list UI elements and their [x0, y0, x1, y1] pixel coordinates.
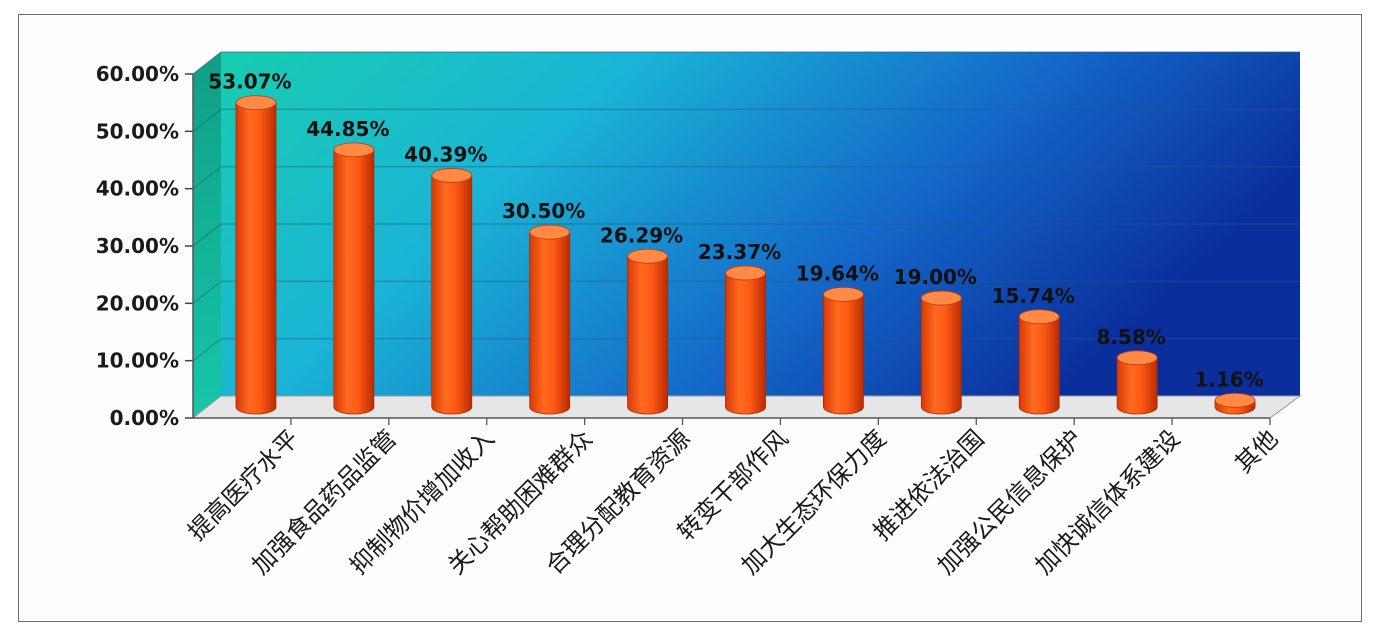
bar-top — [920, 290, 962, 306]
bar-top — [725, 265, 766, 281]
bar — [725, 272, 766, 415]
bar — [431, 175, 473, 415]
data-label: 53.07% — [208, 70, 291, 94]
data-label: 23.37% — [698, 240, 781, 264]
gridline-side — [192, 51, 222, 75]
bar-top — [627, 248, 668, 264]
data-label: 8.58% — [1096, 325, 1165, 349]
bar-top — [235, 95, 277, 111]
y-tick-label: 30.00% — [96, 234, 179, 258]
bar-top — [529, 224, 571, 240]
bar-top — [1018, 309, 1060, 325]
bar — [1116, 357, 1158, 415]
gridline-side — [192, 338, 222, 362]
bar-top — [1116, 350, 1158, 366]
bar — [823, 293, 864, 415]
gridline-side — [192, 108, 222, 132]
gridline-side — [192, 280, 222, 304]
data-label: 1.16% — [1194, 367, 1263, 391]
x-tick-label: 其他 — [1230, 424, 1284, 478]
bar — [333, 149, 375, 415]
y-tick-label: 40.00% — [96, 177, 179, 201]
y-tick-label: 60.00% — [96, 62, 179, 86]
bar — [529, 231, 571, 415]
gridline-side — [192, 166, 222, 190]
gridline-side — [192, 223, 222, 247]
bar — [920, 297, 962, 415]
bar-top — [333, 142, 375, 158]
y-tick-label: 0.00% — [110, 406, 179, 430]
data-label: 30.50% — [502, 199, 585, 223]
data-label: 15.74% — [992, 284, 1075, 308]
data-label: 19.64% — [796, 261, 879, 285]
bar — [235, 102, 277, 415]
data-label: 44.85% — [306, 117, 389, 141]
y-tick-label: 10.00% — [96, 349, 179, 373]
bar-top — [1214, 392, 1256, 408]
bar-top — [823, 286, 864, 302]
data-label: 26.29% — [600, 223, 683, 247]
data-label: 40.39% — [404, 142, 487, 166]
bar-top — [431, 168, 473, 183]
data-label: 19.00% — [894, 265, 977, 289]
y-tick-label: 20.00% — [96, 291, 179, 315]
y-tick-label: 50.00% — [96, 119, 179, 143]
bar — [1018, 316, 1060, 415]
bar — [627, 255, 668, 415]
